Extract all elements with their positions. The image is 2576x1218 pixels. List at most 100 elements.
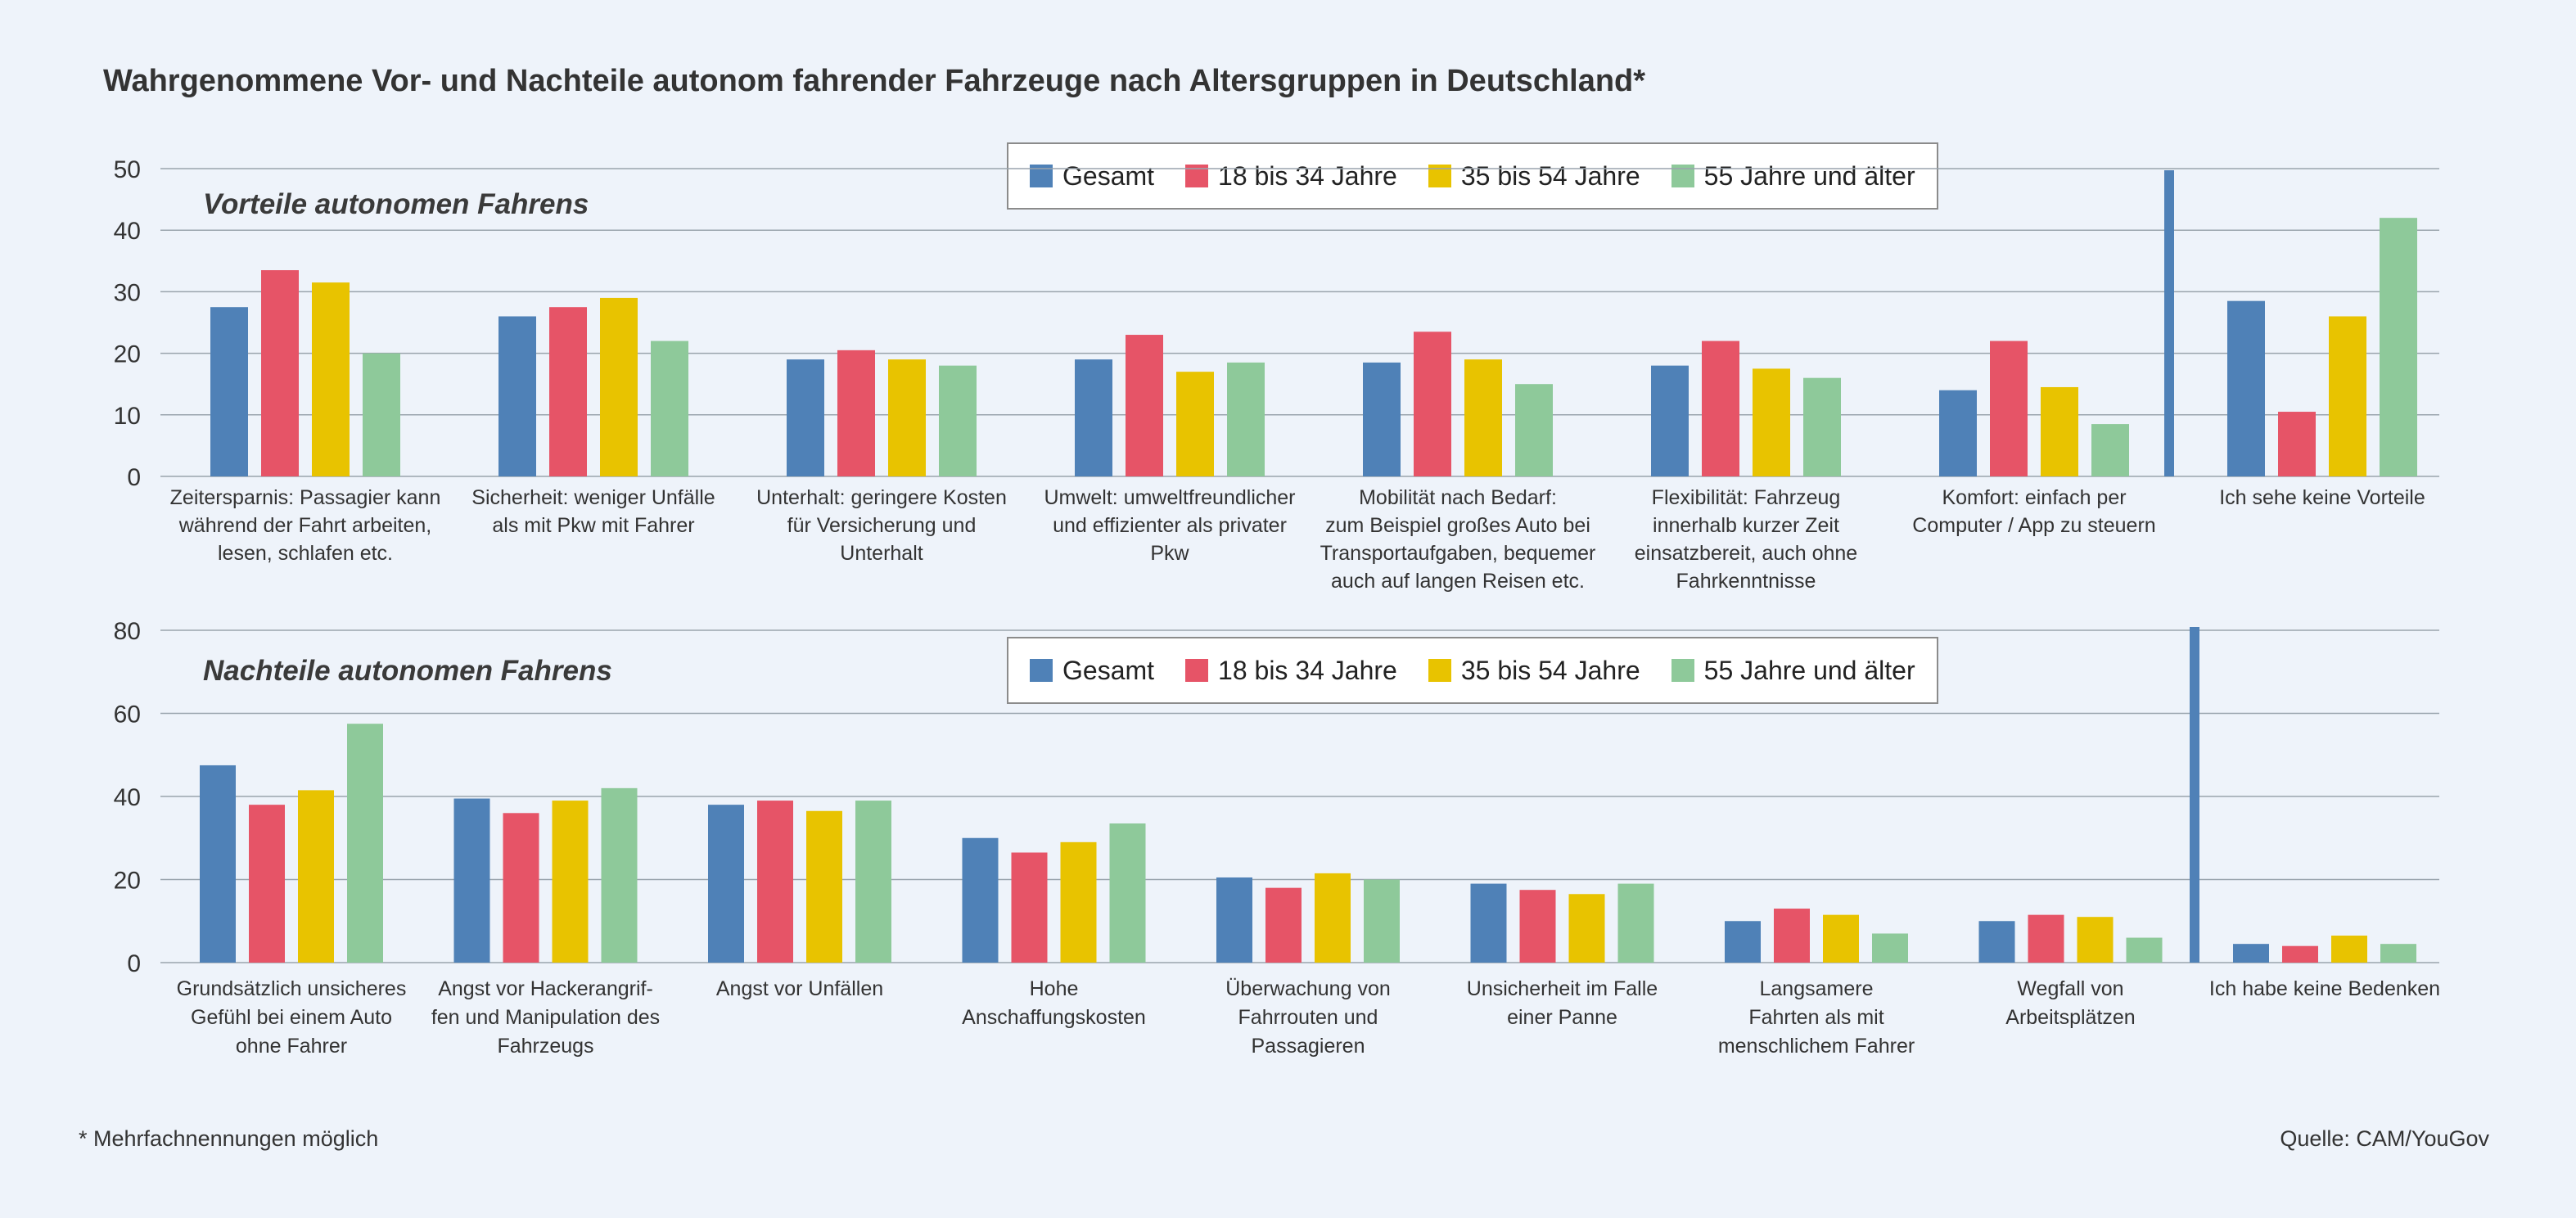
x-category-label-line: Fahrzeugs <box>497 1035 593 1058</box>
y-tick-label: 20 <box>114 868 141 895</box>
bar <box>1227 362 1265 476</box>
x-category-label-line: Hohe <box>1030 977 1079 1000</box>
x-category-label-line: Unterhalt <box>840 542 923 565</box>
bar <box>2278 412 2316 476</box>
x-category-label-line: Anschaffungskosten <box>962 1006 1146 1029</box>
bar <box>1725 921 1761 963</box>
x-category-label: Angst vor Hackerangrif-fen und Manipulat… <box>431 977 660 1058</box>
bar <box>708 805 744 963</box>
source-note: Quelle: CAM/YouGov <box>2280 1126 2489 1151</box>
x-category-label: Überwachung von Fahrrouten und Passagieren <box>1225 977 1391 1058</box>
legend-label: 35 bis 54 Jahre <box>1460 160 1640 191</box>
bar <box>1464 359 1502 476</box>
x-category-label-line: innerhalb kurzer Zeit <box>1653 514 1839 537</box>
bar <box>2380 218 2417 476</box>
bar <box>806 810 842 963</box>
legend-swatch <box>1671 165 1694 187</box>
x-category-label-line: Angst vor Hackerangrif- <box>438 977 653 1000</box>
bar <box>312 282 350 476</box>
bar <box>1702 341 1739 476</box>
x-category-label-line: zum Beispiel großes Auto bei <box>1325 514 1590 537</box>
y-tick-label: 40 <box>114 218 141 245</box>
x-category-label: Komfort: einfach per Computer / App zu st… <box>1912 486 2155 537</box>
bar <box>1075 359 1112 476</box>
bar <box>1617 883 1654 963</box>
x-category-label: Sicherheit: weniger Unfälle als mit Pkw m… <box>471 486 715 537</box>
legend-item-18-34: 18 bis 34 Jahre <box>1185 656 1397 686</box>
bar <box>757 801 793 963</box>
x-category-label-line: fen und Manipulation des <box>431 1006 660 1029</box>
legend-item-35-54: 35 bis 54 Jahre <box>1428 656 1640 686</box>
bar <box>2028 914 2064 963</box>
y-tick-label: 50 <box>114 156 141 183</box>
y-tick-label: 0 <box>127 464 141 491</box>
divider-bar <box>2164 170 2174 476</box>
x-category-label-line: Pkw <box>1150 542 1189 565</box>
bar <box>347 724 383 963</box>
legend-advantages: Gesamt 18 bis 34 Jahre 35 bis 54 Jahre 5… <box>1007 142 1938 210</box>
x-category-label-line: Komfort: einfach per <box>1942 486 2126 509</box>
legend-label: 55 Jahre und älter <box>1703 160 1915 191</box>
legend-label: Gesamt <box>1062 160 1155 191</box>
bar <box>855 801 891 963</box>
legend-swatch <box>1185 659 1209 682</box>
bar <box>2282 945 2318 963</box>
x-category-label-line: Zeitersparnis: Passagier kann <box>170 486 441 509</box>
bar <box>2126 937 2163 963</box>
x-category-label-line: auch auf langen Reisen etc. <box>1331 570 1585 593</box>
bar <box>261 270 299 476</box>
bar <box>1470 883 1507 963</box>
bar <box>1753 368 1790 476</box>
x-category-label-line: Überwachung von <box>1225 977 1391 1000</box>
bar <box>1216 877 1252 963</box>
bar <box>1265 887 1302 963</box>
x-category-label-line: Ich sehe keine Vorteile <box>2219 486 2425 509</box>
legend-label: 18 bis 34 Jahre <box>1218 160 1397 191</box>
bar <box>939 365 977 476</box>
x-category-label-line: einer Panne <box>1507 1006 1617 1029</box>
x-category-label: Zeitersparnis: Passagier kann während der… <box>170 486 441 565</box>
x-category-label-line: Computer / App zu steuern <box>1912 514 2155 537</box>
bar <box>363 353 400 476</box>
x-category-label-line: Arbeitsplätzen <box>2005 1006 2135 1029</box>
legend-label: 18 bis 34 Jahre <box>1218 655 1397 685</box>
bar <box>888 359 926 476</box>
x-category-label: Umwelt: umweltfreundlicher und effiziente… <box>1044 486 1295 565</box>
page-title: Wahrgenommene Vor- und Nachteile autonom… <box>103 64 1646 98</box>
bar <box>600 297 638 476</box>
x-category-label-line: Grundsätzlich unsicheres <box>177 977 407 1000</box>
x-category-label: Unterhalt: geringere Kosten für Versicher… <box>756 486 1007 565</box>
panel-title-advantages: Vorteile autonomen Fahrens <box>203 188 589 220</box>
bar <box>1519 890 1556 963</box>
x-category-label: Wegfall von Arbeitsplätzen <box>2005 977 2135 1029</box>
x-category-label-line: Umwelt: umweltfreundlicher <box>1044 486 1295 509</box>
y-tick-label: 80 <box>114 618 141 645</box>
y-tick-label: 30 <box>114 279 141 306</box>
x-category-label-line: menschlichem Fahrer <box>1718 1035 1915 1058</box>
bar <box>2091 424 2129 476</box>
x-category-label-line: Angst vor Unfällen <box>716 977 883 1000</box>
bar <box>1176 372 1214 476</box>
legend-item-18-34: 18 bis 34 Jahre <box>1185 161 1397 192</box>
x-category-label-line: und effizienter als privater <box>1053 514 1287 537</box>
legend-disadvantages: Gesamt 18 bis 34 Jahre 35 bis 54 Jahre 5… <box>1007 637 1938 704</box>
legend-label: Gesamt <box>1062 655 1155 685</box>
x-category-label-line: als mit Pkw mit Fahrer <box>492 514 694 537</box>
x-category-label: Flexibilität: Fahrzeug innerhalb kurzer Z… <box>1635 486 1857 593</box>
x-category-label: Mobilität nach Bedarf: zum Beispiel große… <box>1320 486 1596 593</box>
x-category-label-line: Ich habe keine Bedenken <box>2209 977 2440 1000</box>
x-category-label-line: Unsicherheit im Falle <box>1467 977 1658 1000</box>
legend-swatch <box>1030 165 1053 187</box>
x-category-label: Ich sehe keine Vorteile <box>2219 486 2425 509</box>
bar <box>1651 365 1689 476</box>
x-category-label: Grundsätzlich unsicheres Gefühl bei einem… <box>177 977 407 1058</box>
y-tick-label: 10 <box>114 403 141 430</box>
x-category-label-line: für Versicherung und <box>787 514 977 537</box>
x-category-label-line: Unterhalt: geringere Kosten <box>756 486 1007 509</box>
y-tick-label: 0 <box>127 950 141 977</box>
bar <box>499 316 536 476</box>
bar <box>1414 332 1451 476</box>
x-category-label: Langsamere Fahrten als mit menschlichem Fa… <box>1718 977 1915 1058</box>
bar <box>1060 841 1097 963</box>
x-category-label-line: Sicherheit: weniger Unfälle <box>471 486 715 509</box>
